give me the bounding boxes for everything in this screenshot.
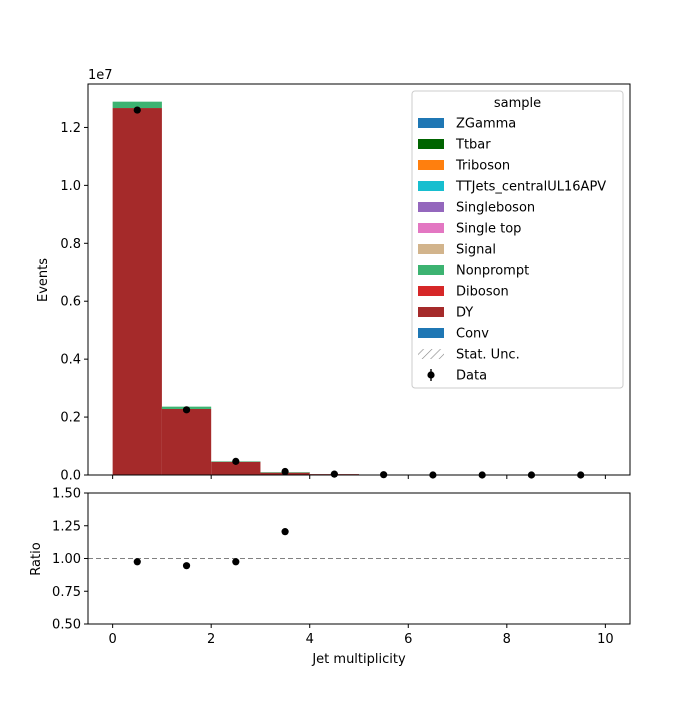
ratio-x-axis: 0 2 4 6 8 10 xyxy=(108,624,614,647)
stacked-histogram xyxy=(112,101,409,476)
data-point xyxy=(232,457,240,465)
y-tick-label: 0.8 xyxy=(60,237,81,252)
ratio-y-tick-label: 1.25 xyxy=(52,519,81,534)
ratio-points xyxy=(133,528,289,570)
y-multiplier-label: 1e7 xyxy=(88,68,113,83)
legend-swatch-singleboson xyxy=(418,202,444,212)
ratio-y-axis-label: Ratio xyxy=(29,542,44,575)
legend-label-signal: Signal xyxy=(456,243,496,258)
bar-nonprompt-bin-0 xyxy=(112,101,162,109)
data-point xyxy=(133,106,141,114)
ratio-point xyxy=(232,558,240,566)
data-point xyxy=(281,467,289,476)
x-tick-label: 4 xyxy=(306,632,314,647)
y-tick-label: 0.4 xyxy=(60,353,81,368)
legend-label-singleboson: Singleboson xyxy=(456,201,535,216)
main-panel: 0.0 0.2 0.4 0.6 0.8 1.0 1.2 1e7 Events sample Z… xyxy=(36,68,631,484)
x-tick-label: 2 xyxy=(207,632,215,647)
legend-swatch-ttbar xyxy=(418,139,444,149)
x-tick-label: 8 xyxy=(503,632,511,647)
legend-label-ttbar: Ttbar xyxy=(455,138,491,153)
ratio-y-axis: 0.50 0.75 1.00 1.25 1.50 xyxy=(52,487,88,633)
x-tick-label: 0 xyxy=(108,632,116,647)
data-point xyxy=(182,406,191,414)
legend-swatch-stat-unc- xyxy=(418,349,444,359)
ratio-panel: 0.50 0.75 1.00 1.25 1.50 0 2 4 6 8 10 Ratio Jet m… xyxy=(29,487,631,667)
legend-label-ttjets-centralul16apv: TTJets_centralUL16APV xyxy=(455,180,606,195)
main-plot-frame xyxy=(87,83,631,476)
data-point xyxy=(330,470,338,478)
ratio-y-tick-label: 0.50 xyxy=(52,618,81,633)
legend-label-zgamma: ZGamma xyxy=(456,117,516,132)
bar-dy-bin-0 xyxy=(112,108,162,476)
legend-frame xyxy=(411,90,624,389)
legend-label-diboson: Diboson xyxy=(456,285,509,300)
ratio-y-tick-label: 0.75 xyxy=(52,585,81,600)
legend-label-single-top: Single top xyxy=(456,222,521,237)
main-x-axis xyxy=(112,475,606,479)
legend-swatch-conv xyxy=(418,328,444,338)
ratio-y-tick-label: 1.50 xyxy=(52,487,81,502)
x-axis-label: Jet multiplicity xyxy=(311,652,406,667)
legend-swatch-diboson xyxy=(418,286,444,296)
bar-dy-bin-1 xyxy=(161,408,212,475)
legend-label-nonprompt: Nonprompt xyxy=(456,264,529,279)
y-tick-label: 1.2 xyxy=(60,121,81,136)
legend-label-stat-unc-: Stat. Unc. xyxy=(456,348,520,363)
ratio-point xyxy=(133,558,141,566)
legend-swatch-triboson xyxy=(418,160,444,170)
legend-label-data: Data xyxy=(456,369,487,384)
ratio-y-tick-label: 1.00 xyxy=(52,552,81,567)
legend-swatch-ttjets-centralul16apv xyxy=(418,181,444,191)
legend-title: sample xyxy=(494,96,541,111)
legend: sample ZGamma Ttbar Triboson TTJets_centralU… xyxy=(411,90,624,389)
main-y-axis-label: Events xyxy=(36,258,51,302)
legend-marker-data xyxy=(427,371,435,379)
x-tick-label: 10 xyxy=(597,632,614,647)
y-tick-label: 0.0 xyxy=(60,469,81,484)
ratio-point xyxy=(281,528,289,536)
bar-dy-bin-2 xyxy=(211,461,261,475)
legend-swatch-dy xyxy=(418,307,444,317)
legend-label-dy: DY xyxy=(456,306,473,321)
legend-swatch-single-top xyxy=(418,223,444,233)
legend-swatch-zgamma xyxy=(418,118,444,128)
legend-label-conv: Conv xyxy=(456,327,489,342)
legend-swatch-nonprompt xyxy=(418,265,444,275)
y-tick-label: 1.0 xyxy=(60,179,81,194)
y-tick-label: 0.2 xyxy=(60,411,81,426)
y-tick-label: 0.6 xyxy=(60,295,81,310)
legend-label-triboson: Triboson xyxy=(455,159,510,174)
x-tick-label: 6 xyxy=(404,632,412,647)
legend-swatch-signal xyxy=(418,244,444,254)
ratio-point xyxy=(182,562,191,570)
main-y-axis: 0.0 0.2 0.4 0.6 0.8 1.0 1.2 xyxy=(60,121,88,484)
